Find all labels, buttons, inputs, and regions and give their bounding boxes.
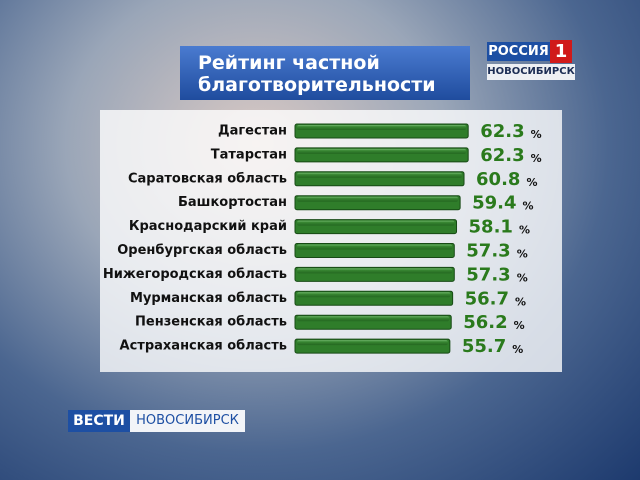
- unit-label: %: [531, 152, 542, 165]
- unit-label: %: [512, 343, 523, 356]
- value-label: 57.3: [466, 241, 510, 262]
- bar-shine: [297, 196, 459, 202]
- value-label: 57.3: [466, 264, 510, 285]
- unit-label: %: [517, 271, 528, 284]
- bar-shine: [297, 125, 467, 130]
- value-label: 62.3: [480, 145, 524, 166]
- category-label: Татарстан: [211, 147, 287, 162]
- value-label: 59.4: [472, 193, 516, 214]
- unit-label: %: [526, 176, 537, 189]
- value-label: 56.7: [465, 288, 509, 309]
- value-label: 56.2: [463, 312, 507, 333]
- bar-shine: [297, 220, 455, 226]
- category-label: Башкортостан: [178, 195, 287, 210]
- value-label: 58.1: [469, 217, 513, 238]
- category-label: Нижегородская область: [103, 267, 287, 282]
- bar-shine: [297, 148, 467, 154]
- bar-shine: [297, 268, 453, 274]
- unit-label: %: [517, 248, 528, 261]
- category-label: Саратовская область: [128, 171, 287, 186]
- channel-region: НОВОСИБИРСК: [487, 64, 575, 80]
- program-name: ВЕСТИ: [68, 410, 130, 432]
- unit-label: %: [519, 224, 530, 237]
- bar-shine: [297, 172, 463, 178]
- unit-label: %: [514, 319, 525, 332]
- unit-label: %: [515, 295, 526, 308]
- value-label: 60.8: [476, 169, 520, 190]
- value-label: 55.7: [462, 336, 506, 357]
- channel-number: 1: [550, 40, 572, 63]
- chart-title: Рейтинг частной благотворительности: [180, 46, 470, 100]
- unit-label: %: [523, 200, 534, 213]
- bar-shine: [297, 316, 450, 322]
- value-label: 62.3: [480, 121, 524, 142]
- category-label: Астраханская область: [120, 339, 287, 354]
- category-label: Пензенская область: [135, 315, 287, 330]
- category-label: Дагестан: [218, 124, 287, 139]
- category-label: Оренбургская область: [117, 243, 287, 258]
- program-region: НОВОСИБИРСК: [130, 410, 245, 432]
- bar-shine: [297, 244, 453, 250]
- category-label: Краснодарский край: [129, 219, 287, 234]
- channel-name: РОССИЯ: [487, 42, 550, 61]
- bar-shine: [297, 292, 451, 298]
- category-label: Мурманская область: [130, 291, 287, 306]
- bar-shine: [297, 340, 448, 346]
- unit-label: %: [531, 128, 542, 141]
